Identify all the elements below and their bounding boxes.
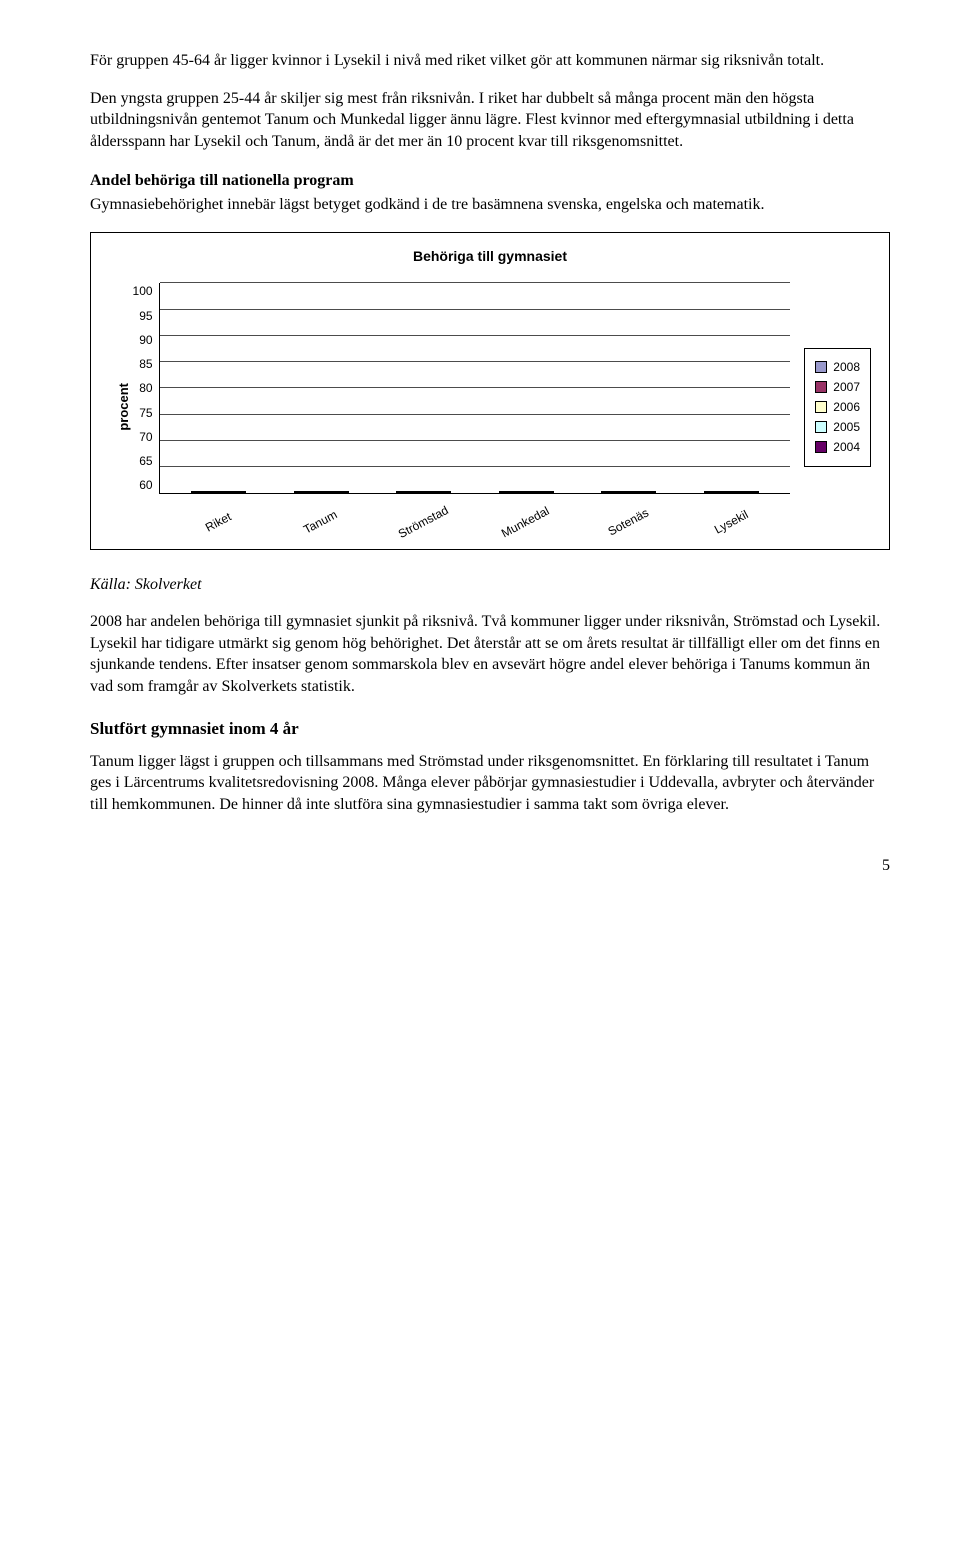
chart-plot bbox=[159, 283, 791, 494]
bar bbox=[510, 491, 521, 493]
bar bbox=[748, 491, 759, 493]
chart-yaxis: 100 95 90 85 80 75 70 65 60 bbox=[133, 283, 159, 493]
ytick-label: 60 bbox=[133, 477, 153, 493]
xtick-label: Riket bbox=[169, 491, 267, 553]
xtick-label: Sotenäs bbox=[579, 491, 677, 553]
bar bbox=[726, 491, 737, 493]
ytick-label: 70 bbox=[133, 429, 153, 445]
page-number: 5 bbox=[90, 855, 890, 877]
bar bbox=[213, 491, 224, 493]
grid-line bbox=[160, 387, 791, 388]
bar bbox=[396, 491, 407, 493]
chart-legend: 2008 2007 2006 2005 2004 bbox=[804, 348, 871, 467]
legend-swatch bbox=[815, 441, 827, 453]
bar bbox=[612, 491, 623, 493]
grid-line bbox=[160, 440, 791, 441]
legend-label: 2004 bbox=[833, 439, 860, 455]
grid-line bbox=[160, 361, 791, 362]
ytick-label: 95 bbox=[133, 308, 153, 324]
chart-title: Behöriga till gymnasiet bbox=[109, 247, 871, 266]
bar bbox=[191, 491, 202, 493]
legend-swatch bbox=[815, 381, 827, 393]
bar bbox=[338, 491, 349, 493]
legend-item: 2007 bbox=[815, 379, 860, 395]
paragraph: Gymnasiebehörighet innebär lägst betyget… bbox=[90, 194, 890, 216]
bar bbox=[499, 491, 510, 493]
paragraph: Tanum ligger lägst i gruppen och tillsam… bbox=[90, 751, 890, 816]
grid-line bbox=[160, 282, 791, 283]
bar bbox=[704, 491, 715, 493]
bar bbox=[327, 491, 338, 493]
xtick-label: Lysekil bbox=[682, 491, 780, 553]
chart-plot-wrap: RiketTanumStrömstadMunkedalSotenäsLyseki… bbox=[159, 283, 791, 530]
legend-item: 2008 bbox=[815, 359, 860, 375]
grid-line bbox=[160, 414, 791, 415]
legend-label: 2006 bbox=[833, 399, 860, 415]
bar bbox=[202, 491, 213, 493]
legend-label: 2008 bbox=[833, 359, 860, 375]
bar bbox=[418, 491, 429, 493]
paragraph: För gruppen 45-64 år ligger kvinnor i Ly… bbox=[90, 50, 890, 72]
ytick-label: 75 bbox=[133, 405, 153, 421]
ytick-label: 100 bbox=[133, 283, 153, 299]
bar bbox=[316, 491, 327, 493]
paragraph: 2008 har andelen behöriga till gymnasiet… bbox=[90, 611, 890, 697]
legend-swatch bbox=[815, 401, 827, 413]
bar bbox=[634, 491, 645, 493]
bar bbox=[715, 491, 726, 493]
ytick-label: 80 bbox=[133, 380, 153, 396]
chart-xlabels: RiketTanumStrömstadMunkedalSotenäsLyseki… bbox=[159, 500, 791, 530]
bar bbox=[429, 491, 440, 493]
bar bbox=[645, 491, 656, 493]
ytick-label: 85 bbox=[133, 356, 153, 372]
section-heading: Slutfört gymnasiet inom 4 år bbox=[90, 718, 890, 741]
legend-label: 2005 bbox=[833, 419, 860, 435]
bar bbox=[294, 491, 305, 493]
bar bbox=[235, 491, 246, 493]
bar bbox=[601, 491, 612, 493]
chart-ylabel: procent bbox=[109, 383, 133, 431]
bar bbox=[305, 491, 316, 493]
legend-swatch bbox=[815, 421, 827, 433]
xtick-label: Strömstad bbox=[374, 491, 472, 553]
grid-line bbox=[160, 335, 791, 336]
paragraph: Den yngsta gruppen 25-44 år skiljer sig … bbox=[90, 88, 890, 153]
bar bbox=[521, 491, 532, 493]
legend-label: 2007 bbox=[833, 379, 860, 395]
bar bbox=[407, 491, 418, 493]
chart-source: Källa: Skolverket bbox=[90, 574, 890, 596]
legend-item: 2004 bbox=[815, 439, 860, 455]
legend-swatch bbox=[815, 361, 827, 373]
section-heading: Andel behöriga till nationella program bbox=[90, 170, 890, 192]
ytick-label: 65 bbox=[133, 453, 153, 469]
xtick-label: Munkedal bbox=[477, 491, 575, 553]
bar bbox=[623, 491, 634, 493]
chart-container: Behöriga till gymnasiet procent 100 95 90 8… bbox=[90, 232, 890, 550]
grid-line bbox=[160, 309, 791, 310]
legend-item: 2005 bbox=[815, 419, 860, 435]
grid-line bbox=[160, 466, 791, 467]
xtick-label: Tanum bbox=[271, 491, 369, 553]
bar bbox=[224, 491, 235, 493]
bar bbox=[440, 491, 451, 493]
legend-item: 2006 bbox=[815, 399, 860, 415]
bar bbox=[737, 491, 748, 493]
ytick-label: 90 bbox=[133, 332, 153, 348]
bar bbox=[532, 491, 543, 493]
bar bbox=[543, 491, 554, 493]
